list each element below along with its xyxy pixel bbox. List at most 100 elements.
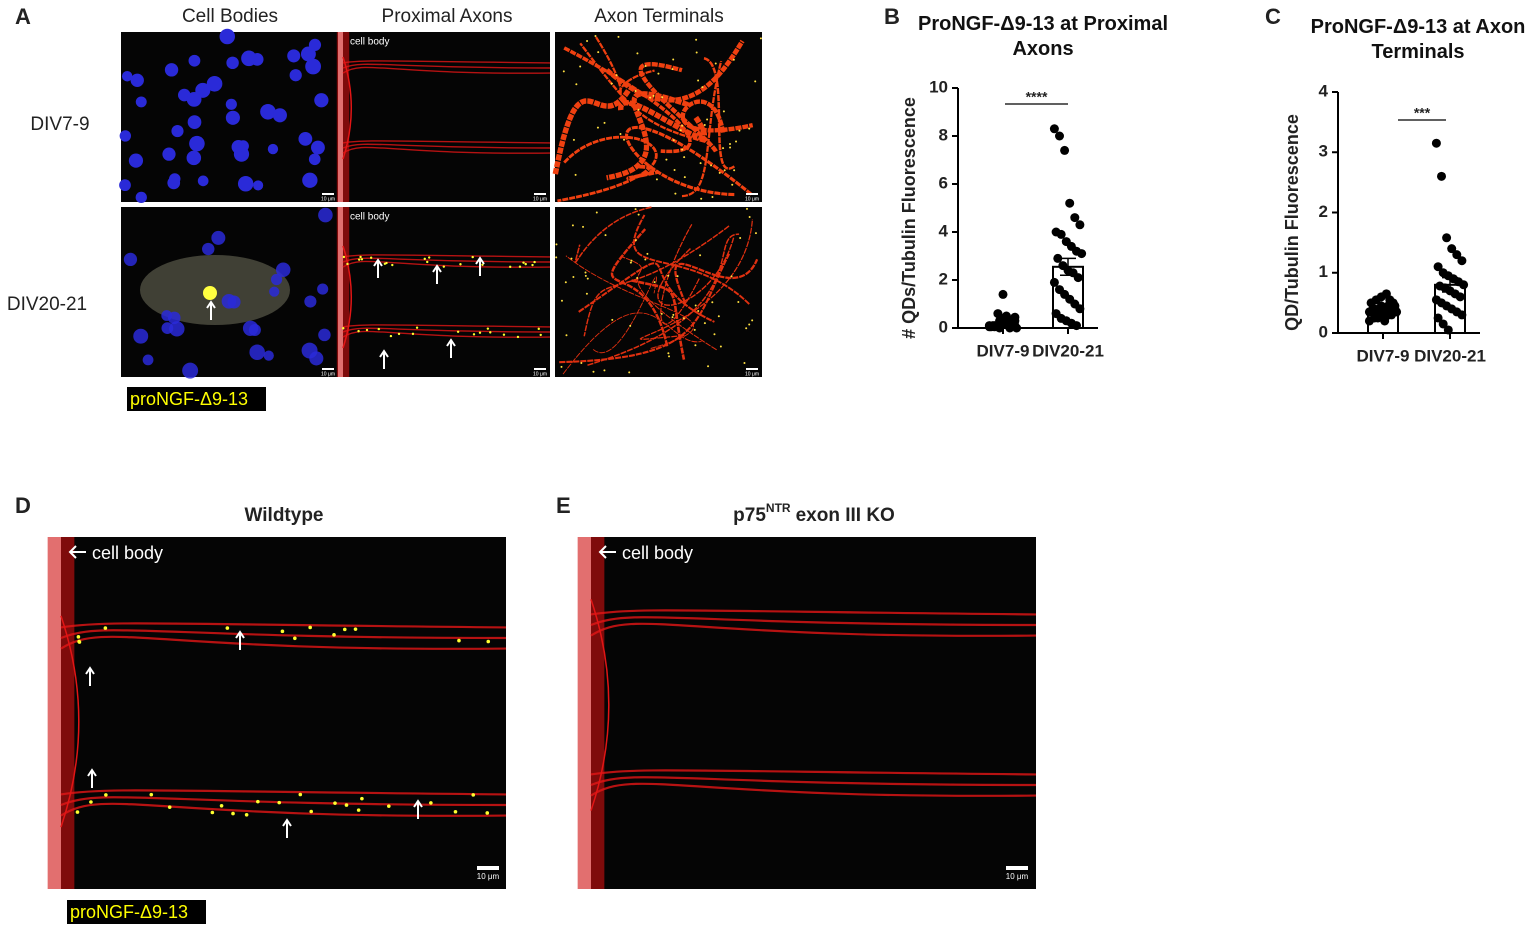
qd: [637, 213, 640, 216]
nucleus: [275, 262, 291, 277]
qd: [701, 86, 704, 89]
y-axis-label: QD/Tubulin Fluorescence: [1282, 114, 1302, 331]
qd: [360, 796, 364, 801]
qd: [679, 129, 682, 132]
nucleus: [135, 96, 147, 108]
axon-branch: [342, 56, 352, 160]
nucleus: [121, 70, 133, 82]
qd: [732, 58, 735, 61]
arrow-left: [598, 545, 616, 559]
axon: [552, 89, 631, 175]
scale-label: 10 μm: [745, 371, 759, 377]
nucleus: [182, 362, 199, 379]
qd: [426, 260, 429, 264]
data-point: [1010, 312, 1020, 322]
qd: [453, 809, 458, 814]
qd: [630, 259, 633, 262]
qd: [739, 236, 742, 239]
axon: [60, 789, 507, 796]
qd: [674, 192, 677, 195]
qd: [634, 90, 637, 93]
scale-bar: [1006, 866, 1028, 870]
data-point: [1012, 323, 1022, 333]
qd: [219, 803, 224, 808]
arrow-head: [379, 349, 389, 358]
qd: [699, 254, 702, 257]
qd: [333, 801, 337, 805]
qd: [428, 256, 431, 259]
y-tick-label: 1: [1319, 262, 1328, 281]
qd: [597, 51, 600, 54]
nucleus: [186, 150, 202, 166]
qd: [280, 629, 285, 634]
qd: [628, 371, 631, 374]
qd: [585, 292, 588, 295]
qd: [694, 344, 697, 347]
qd: [745, 327, 748, 330]
axon: [674, 258, 759, 304]
arrow-head: [206, 300, 216, 309]
qd: [673, 169, 676, 172]
qd: [649, 96, 652, 99]
arrow-head: [87, 768, 97, 777]
nucleus: [119, 130, 132, 142]
nucleus: [314, 93, 329, 108]
cell-body-label: cell body: [92, 543, 163, 563]
qd: [682, 317, 685, 320]
qd: [603, 121, 606, 124]
qd: [711, 195, 714, 198]
qd: [89, 800, 93, 804]
qd: [485, 811, 490, 815]
y-axis-label: # QDs/Tubulin Fluorescence: [899, 97, 919, 339]
qd: [754, 80, 757, 83]
chart-title: ProNGF-Δ9-13 at Proximal Axons: [918, 13, 1168, 60]
nucleus: [241, 50, 257, 67]
data-point: [1065, 198, 1075, 208]
scale-bar: [322, 193, 334, 195]
qd: [735, 140, 738, 143]
error-bar: [1375, 309, 1391, 315]
qd: [671, 316, 674, 319]
qd: [357, 258, 361, 261]
nucleus: [242, 320, 259, 336]
qd: [342, 627, 347, 632]
qd: [456, 330, 460, 334]
axon: [565, 255, 694, 349]
nucleus: [263, 350, 274, 361]
nucleus: [237, 140, 249, 152]
qd: [754, 232, 757, 235]
qd: [76, 635, 81, 639]
data-point: [1433, 262, 1443, 272]
qd: [596, 126, 599, 129]
qd: [629, 324, 632, 327]
nucleus: [162, 147, 176, 161]
nucleus: [287, 49, 301, 63]
cell-body-label: cell body: [350, 37, 389, 48]
qd: [562, 70, 565, 73]
qd: [522, 261, 525, 264]
qd: [611, 318, 614, 321]
nucleus: [300, 46, 316, 62]
qd: [751, 319, 754, 322]
chart-title: ProNGF-Δ9-13 at Axon Terminals: [1310, 16, 1526, 63]
qd: [623, 138, 626, 141]
y-tick-label: 4: [1319, 81, 1329, 100]
nucleus: [298, 131, 313, 146]
qd: [531, 263, 534, 267]
nucleus: [317, 283, 329, 295]
data-point: [1455, 292, 1465, 302]
qd: [595, 211, 598, 214]
data-point: [990, 322, 999, 332]
arrow-head: [446, 338, 456, 347]
qd: [537, 327, 540, 331]
qd: [629, 261, 632, 264]
data-point: [1055, 131, 1064, 141]
column-header: Axon Terminals: [594, 6, 724, 27]
axon: [595, 36, 655, 95]
qd: [342, 327, 345, 330]
qd: [646, 252, 649, 255]
data-point: [1376, 301, 1386, 311]
qd: [429, 801, 433, 805]
qd: [357, 329, 360, 333]
qd: [346, 262, 349, 266]
